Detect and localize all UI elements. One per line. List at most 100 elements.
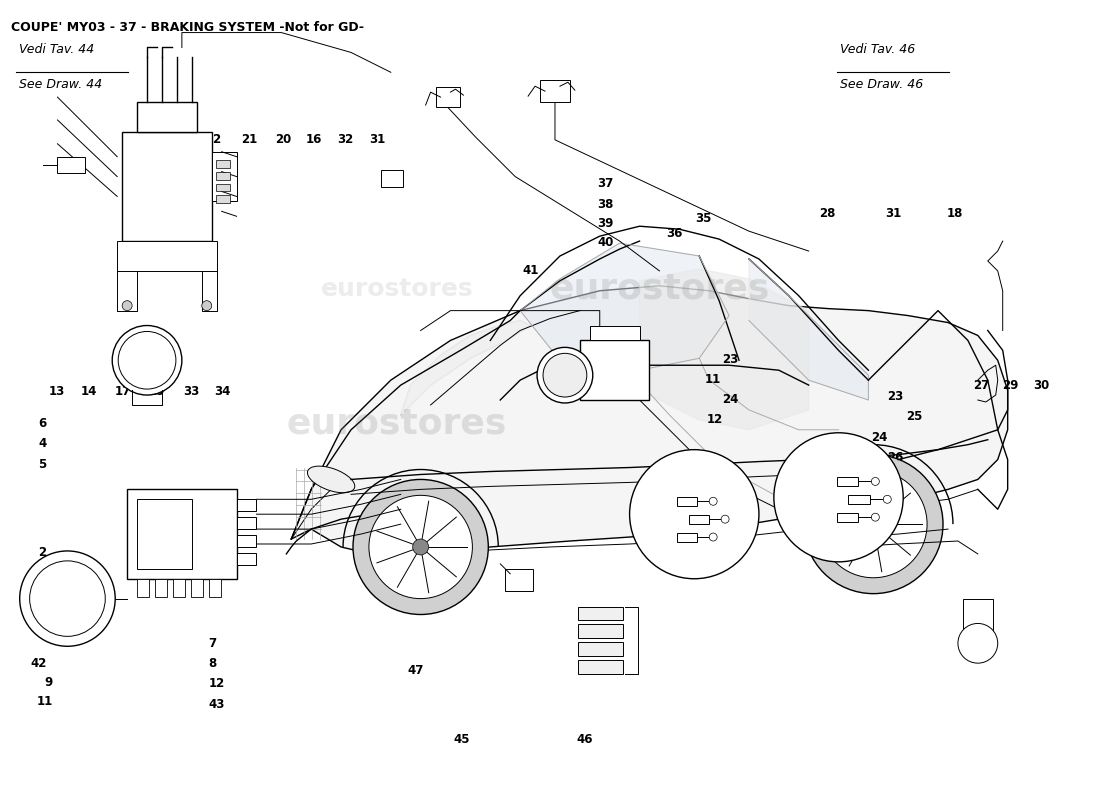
Text: 37: 37 — [597, 178, 614, 190]
Text: 3: 3 — [209, 496, 217, 509]
Polygon shape — [749, 259, 868, 400]
Bar — [128, 490, 236, 578]
Text: 47: 47 — [407, 664, 424, 677]
Text: 19: 19 — [148, 385, 165, 398]
Text: 41: 41 — [522, 264, 539, 277]
Bar — [836, 478, 858, 486]
Bar — [236, 553, 256, 565]
Bar — [578, 625, 623, 638]
Text: eurostores: eurostores — [287, 407, 507, 441]
Bar — [578, 642, 623, 656]
Bar — [580, 341, 649, 400]
Bar — [848, 495, 870, 504]
Circle shape — [543, 354, 586, 397]
Bar — [155, 578, 167, 597]
Bar — [590, 326, 639, 341]
Circle shape — [112, 326, 182, 395]
Bar — [216, 171, 230, 179]
Text: 1: 1 — [39, 566, 46, 580]
Circle shape — [20, 551, 115, 646]
Bar — [236, 517, 256, 529]
Bar — [836, 514, 858, 522]
Polygon shape — [400, 321, 530, 415]
Bar — [190, 578, 202, 597]
Text: 27: 27 — [974, 379, 989, 392]
Text: 25: 25 — [905, 410, 922, 423]
Circle shape — [30, 561, 106, 636]
Text: eurostores: eurostores — [287, 407, 507, 441]
Bar — [962, 598, 993, 643]
Polygon shape — [639, 269, 808, 430]
Text: 11: 11 — [37, 695, 53, 708]
Text: eurostores: eurostores — [320, 277, 473, 301]
Bar — [138, 578, 148, 597]
Bar — [216, 183, 230, 191]
Circle shape — [820, 470, 927, 578]
Circle shape — [871, 514, 879, 521]
Text: 11: 11 — [704, 373, 720, 386]
Text: 4: 4 — [39, 437, 46, 450]
Bar — [216, 160, 230, 168]
Circle shape — [722, 515, 729, 523]
Text: 6: 6 — [39, 417, 46, 430]
Text: 43: 43 — [209, 698, 224, 710]
Bar — [540, 80, 570, 102]
Circle shape — [804, 454, 943, 594]
Text: 31: 31 — [368, 133, 385, 146]
Text: 32: 32 — [338, 133, 353, 146]
Bar — [678, 533, 697, 542]
Polygon shape — [292, 286, 1008, 554]
Circle shape — [368, 495, 472, 598]
Text: 13: 13 — [48, 385, 65, 398]
Text: 21: 21 — [241, 133, 257, 146]
Circle shape — [710, 533, 717, 541]
Text: 24: 24 — [871, 431, 887, 444]
Circle shape — [871, 478, 879, 486]
Circle shape — [118, 331, 176, 389]
Text: Vedi Tav. 46: Vedi Tav. 46 — [839, 43, 915, 57]
Text: 34: 34 — [214, 385, 231, 398]
Text: 22: 22 — [205, 133, 221, 146]
Text: 20: 20 — [275, 133, 292, 146]
Text: 12: 12 — [209, 677, 224, 690]
Text: 39: 39 — [597, 217, 614, 230]
Bar — [236, 499, 256, 511]
Text: eurostores: eurostores — [320, 277, 473, 301]
Text: Vedi Tav. 44: Vedi Tav. 44 — [19, 43, 94, 57]
Text: 23: 23 — [722, 353, 738, 366]
Text: 24: 24 — [722, 393, 738, 406]
Bar — [236, 535, 256, 547]
Bar — [678, 498, 697, 506]
Bar — [436, 87, 461, 107]
Bar — [216, 195, 230, 203]
Ellipse shape — [307, 466, 355, 493]
Circle shape — [122, 301, 132, 310]
Text: 15: 15 — [166, 133, 183, 146]
Circle shape — [201, 301, 211, 310]
Text: See Draw. 46: See Draw. 46 — [839, 78, 923, 91]
Text: 12: 12 — [706, 413, 723, 426]
Text: 5: 5 — [39, 458, 46, 471]
Text: 17: 17 — [116, 385, 131, 398]
Circle shape — [958, 623, 998, 663]
Bar — [173, 578, 185, 597]
Bar — [578, 660, 623, 674]
Text: 23: 23 — [888, 390, 903, 402]
Text: 9: 9 — [45, 676, 53, 690]
Bar — [381, 170, 403, 187]
Bar — [122, 132, 211, 241]
Circle shape — [710, 498, 717, 506]
Text: COUPE' MY03 - 37 - BRAKING SYSTEM -Not for GD-: COUPE' MY03 - 37 - BRAKING SYSTEM -Not f… — [11, 21, 364, 34]
Text: 46: 46 — [576, 733, 593, 746]
Bar — [505, 569, 534, 590]
Circle shape — [883, 495, 891, 503]
Bar — [690, 515, 710, 524]
Text: 29: 29 — [1002, 379, 1019, 392]
Circle shape — [866, 516, 881, 532]
Text: 40: 40 — [597, 236, 614, 249]
Circle shape — [629, 450, 759, 578]
Text: 45: 45 — [453, 733, 470, 746]
Circle shape — [537, 347, 593, 403]
Text: 42: 42 — [30, 658, 46, 670]
Text: 7: 7 — [209, 637, 217, 650]
